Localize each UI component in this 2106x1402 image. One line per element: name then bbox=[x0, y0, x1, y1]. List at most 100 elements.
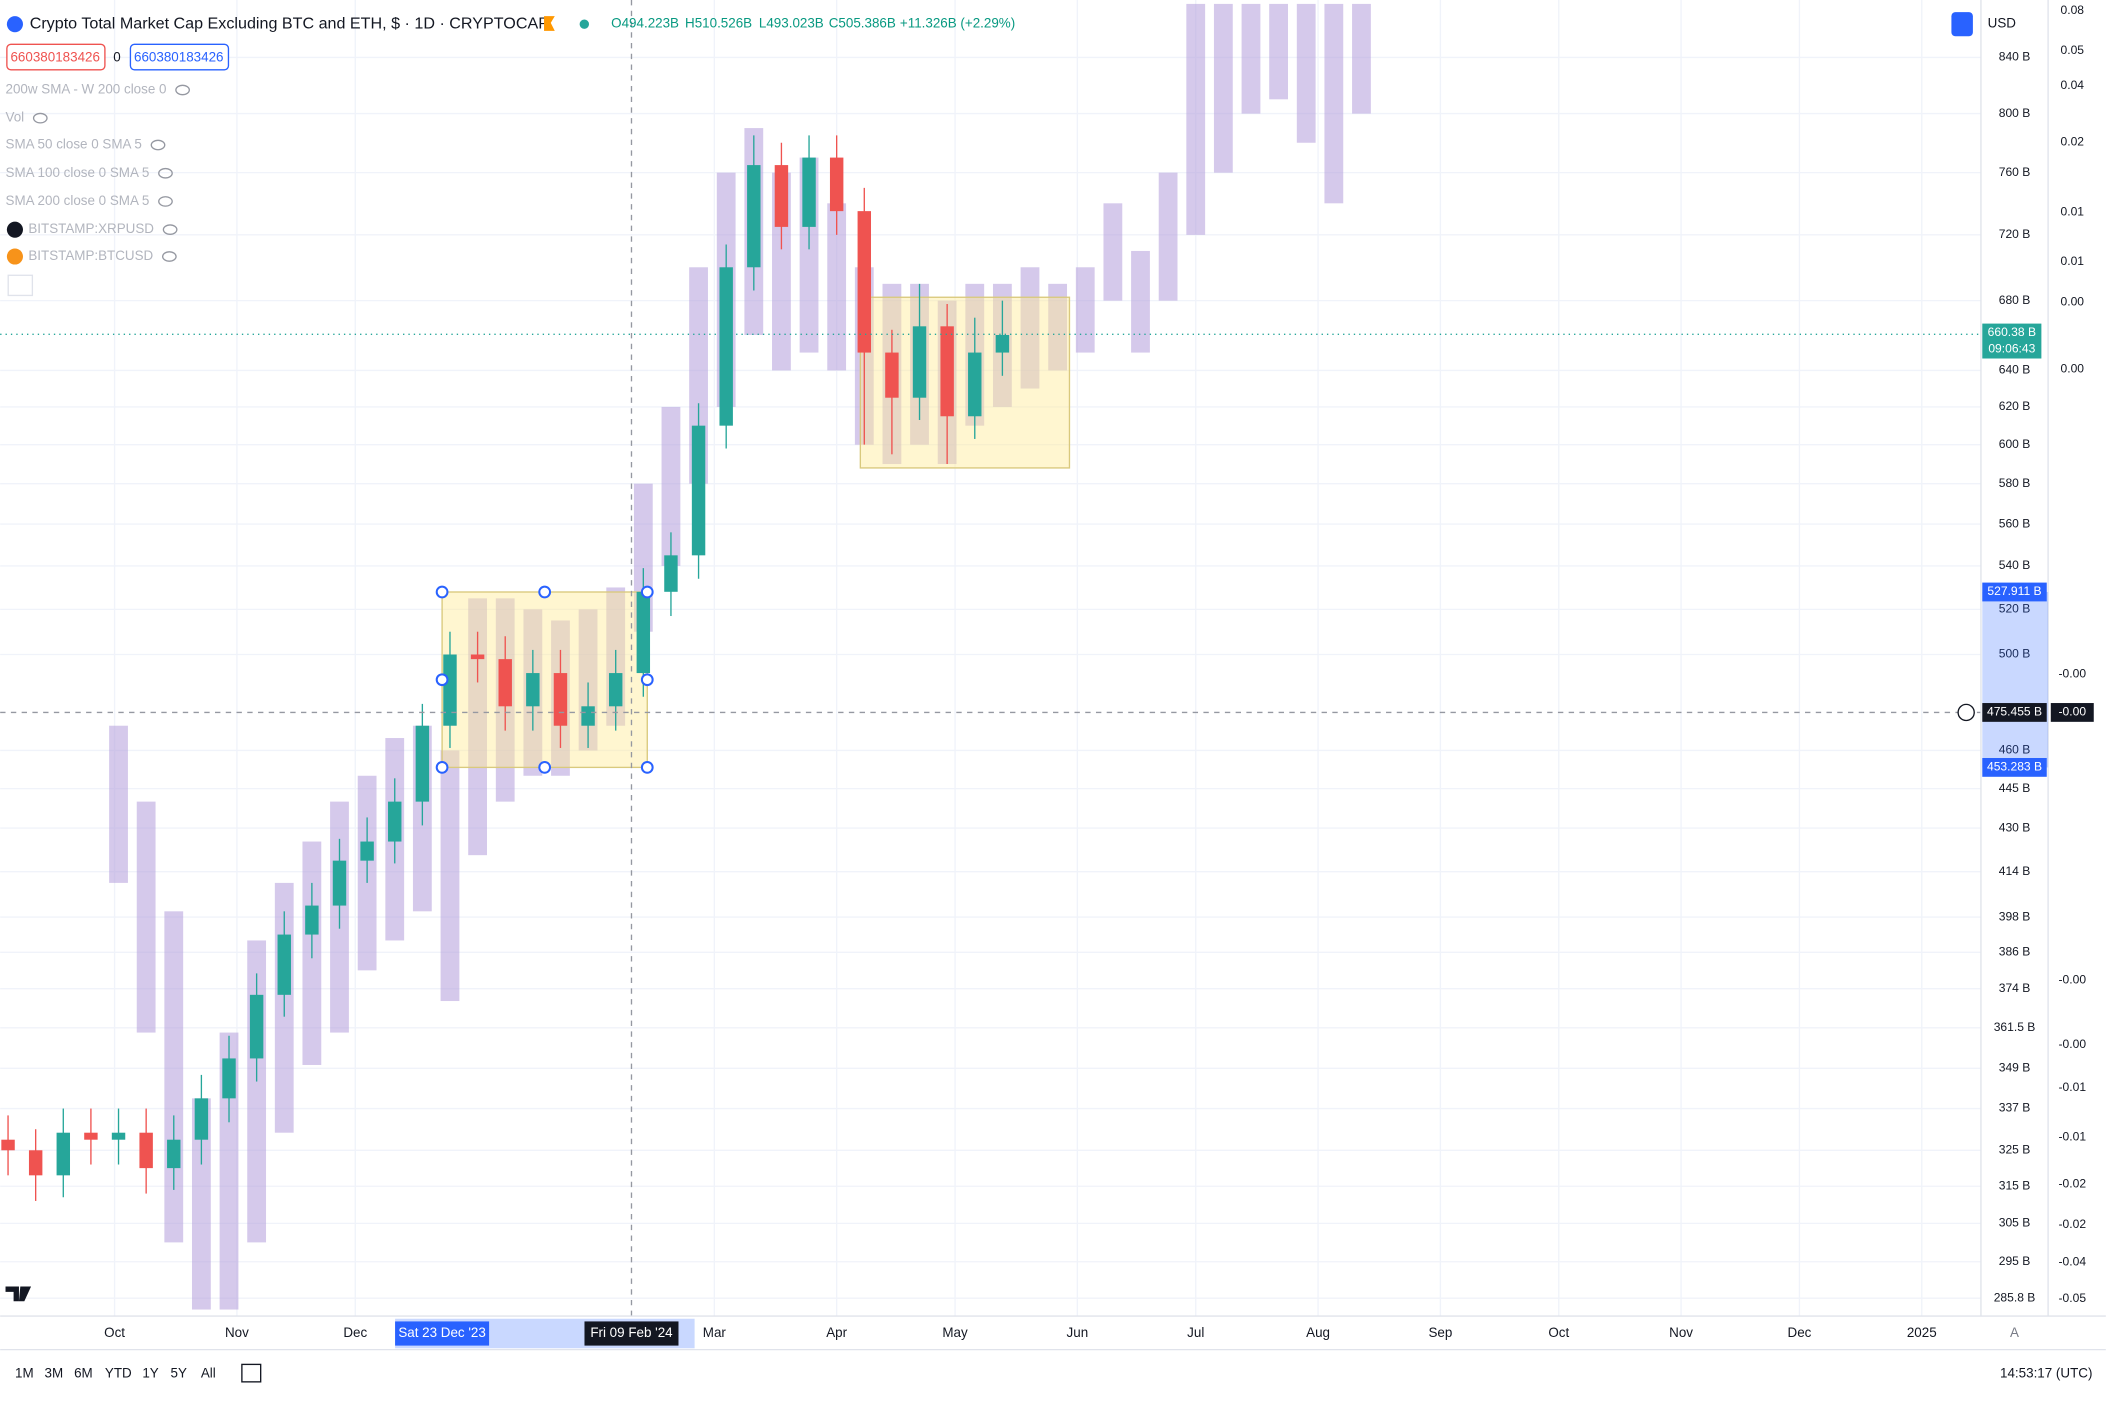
visibility-icon[interactable] bbox=[158, 196, 173, 207]
range-button[interactable]: 5Y bbox=[171, 1365, 187, 1380]
y-tick-label: 800 B bbox=[1999, 106, 2031, 120]
candle-body bbox=[415, 725, 430, 802]
last-price-box bbox=[1982, 323, 2042, 359]
collapse-button[interactable] bbox=[7, 274, 34, 297]
overlay-bar bbox=[1048, 283, 1068, 371]
sell-box[interactable] bbox=[6, 43, 106, 71]
overlay-bar bbox=[1269, 3, 1288, 100]
visibility-icon[interactable] bbox=[161, 251, 177, 262]
y-tick-label: 840 B bbox=[1999, 50, 2031, 64]
countdown: 09:06:43 bbox=[1988, 341, 2035, 355]
clock: 14:53:17 (UTC) bbox=[2000, 1365, 2092, 1380]
overlay-bar bbox=[1186, 3, 1206, 235]
x-tick-label: Dec bbox=[1788, 1325, 1812, 1340]
y-tick-label: 414 B bbox=[1999, 864, 2031, 878]
symbol-title[interactable]: Crypto Total Market Cap Excluding BTC an… bbox=[30, 14, 549, 32]
x-tick-label: Aug bbox=[1306, 1325, 1330, 1340]
overlay-scale-label: 0.05 bbox=[2061, 43, 2085, 57]
resize-handle[interactable] bbox=[640, 585, 654, 599]
indicator-label[interactable]: SMA 50 close 0 SMA 5 bbox=[6, 137, 142, 152]
y-tick-label: 540 B bbox=[1999, 558, 2031, 572]
candle-body bbox=[360, 841, 374, 861]
currency-select[interactable]: USD bbox=[1988, 16, 2017, 31]
overlay-scale-label: 0.08 bbox=[2061, 3, 2085, 17]
overlay-scale-label: -0.02 bbox=[2059, 1177, 2087, 1191]
overlay-bar bbox=[440, 750, 460, 1002]
x-tick-label: Sep bbox=[1428, 1325, 1452, 1340]
x-tick-label: 2025 bbox=[1907, 1325, 1937, 1340]
candle-body bbox=[84, 1132, 98, 1140]
overlay-bar bbox=[661, 406, 681, 566]
candle-body bbox=[857, 211, 872, 353]
indicator-label[interactable]: SMA 100 close 0 SMA 5 bbox=[6, 165, 150, 180]
resize-handle[interactable] bbox=[435, 585, 449, 599]
y-tick-label: 305 B bbox=[1999, 1216, 2031, 1230]
buy-price[interactable]: 660380183426 bbox=[134, 49, 223, 64]
resize-handle[interactable] bbox=[640, 761, 654, 774]
y-tick-label: 285.8 B bbox=[1994, 1290, 2036, 1304]
visibility-icon[interactable] bbox=[158, 167, 173, 179]
x-tick-label: May bbox=[942, 1325, 968, 1340]
candle-body bbox=[774, 165, 789, 227]
candle-body bbox=[608, 673, 623, 707]
sync-button[interactable] bbox=[1951, 12, 1973, 37]
sell-price[interactable]: 660380183426 bbox=[10, 49, 99, 64]
flag-icon[interactable] bbox=[544, 16, 555, 31]
symbol-icon bbox=[6, 16, 23, 33]
visibility-icon[interactable] bbox=[32, 112, 48, 124]
date-label-box bbox=[395, 1321, 490, 1346]
status-dot bbox=[579, 19, 590, 29]
candle-body bbox=[553, 673, 568, 726]
candle-body bbox=[719, 267, 733, 426]
overlay-scale-label: 0.00 bbox=[2061, 361, 2085, 375]
visibility-icon[interactable] bbox=[150, 139, 166, 151]
y-tick-label: 445 B bbox=[1999, 781, 2031, 795]
btc-icon bbox=[6, 248, 23, 265]
y-tick-label: 680 B bbox=[1999, 293, 2031, 307]
candle-body bbox=[470, 654, 485, 660]
indicator-label[interactable]: 200w SMA - W 200 close 0 bbox=[6, 82, 167, 97]
resize-handle[interactable] bbox=[640, 673, 654, 687]
overlay-scale-label: -0.02 bbox=[2059, 1217, 2087, 1231]
resize-handle[interactable] bbox=[435, 673, 449, 687]
visibility-icon[interactable] bbox=[162, 224, 178, 236]
y-tick-label: 325 B bbox=[1999, 1142, 2031, 1156]
crosshair-add-button[interactable] bbox=[1957, 703, 1975, 722]
visibility-icon[interactable] bbox=[175, 84, 190, 96]
auto-scale-button[interactable]: A bbox=[2010, 1325, 2019, 1340]
y-tick-label: 640 B bbox=[1999, 363, 2031, 377]
candle-body bbox=[111, 1132, 126, 1140]
range-button[interactable]: 1Y bbox=[142, 1365, 158, 1380]
y-tick-label: 620 B bbox=[1999, 399, 2031, 413]
x-tick-label: Dec bbox=[343, 1325, 367, 1340]
indicator-label[interactable]: BITSTAMP:XRPUSD bbox=[28, 221, 154, 236]
ohlc-value: H510.526B bbox=[685, 16, 752, 31]
candle-body bbox=[912, 326, 927, 398]
indicator-label[interactable]: Vol bbox=[6, 110, 25, 125]
y-tick-label: 500 B bbox=[1999, 647, 2031, 661]
overlay-bar bbox=[109, 725, 128, 883]
range-button[interactable]: 1M bbox=[15, 1365, 34, 1380]
overlay-scale-label: -0.01 bbox=[2059, 1130, 2087, 1144]
overlay-bar bbox=[1352, 3, 1371, 114]
overlay-scale-label: -0.04 bbox=[2059, 1255, 2087, 1269]
overlay-bar bbox=[1131, 250, 1150, 353]
buy-box[interactable] bbox=[129, 43, 230, 71]
range-button[interactable]: YTD bbox=[105, 1365, 132, 1380]
x-tick-label: Apr bbox=[826, 1325, 847, 1340]
x-tick-label: Nov bbox=[1669, 1325, 1693, 1340]
resize-handle[interactable] bbox=[538, 585, 552, 599]
indicator-label[interactable]: SMA 200 close 0 SMA 5 bbox=[6, 193, 150, 208]
price-label-box bbox=[1982, 757, 2047, 777]
date-range-button[interactable] bbox=[241, 1363, 262, 1383]
indicator-label[interactable]: BITSTAMP:BTCUSD bbox=[28, 248, 153, 263]
resize-handle[interactable] bbox=[538, 761, 552, 774]
range-button[interactable]: 3M bbox=[45, 1365, 64, 1380]
date-label: Sat 23 Dec '23 bbox=[398, 1325, 486, 1340]
tv-logo[interactable] bbox=[5, 1286, 32, 1302]
ohlc-value: O494.223B bbox=[611, 16, 679, 31]
range-button[interactable]: 6M bbox=[74, 1365, 93, 1380]
range-button[interactable]: All bbox=[201, 1365, 216, 1380]
candle-body bbox=[581, 706, 595, 726]
resize-handle[interactable] bbox=[435, 761, 449, 774]
